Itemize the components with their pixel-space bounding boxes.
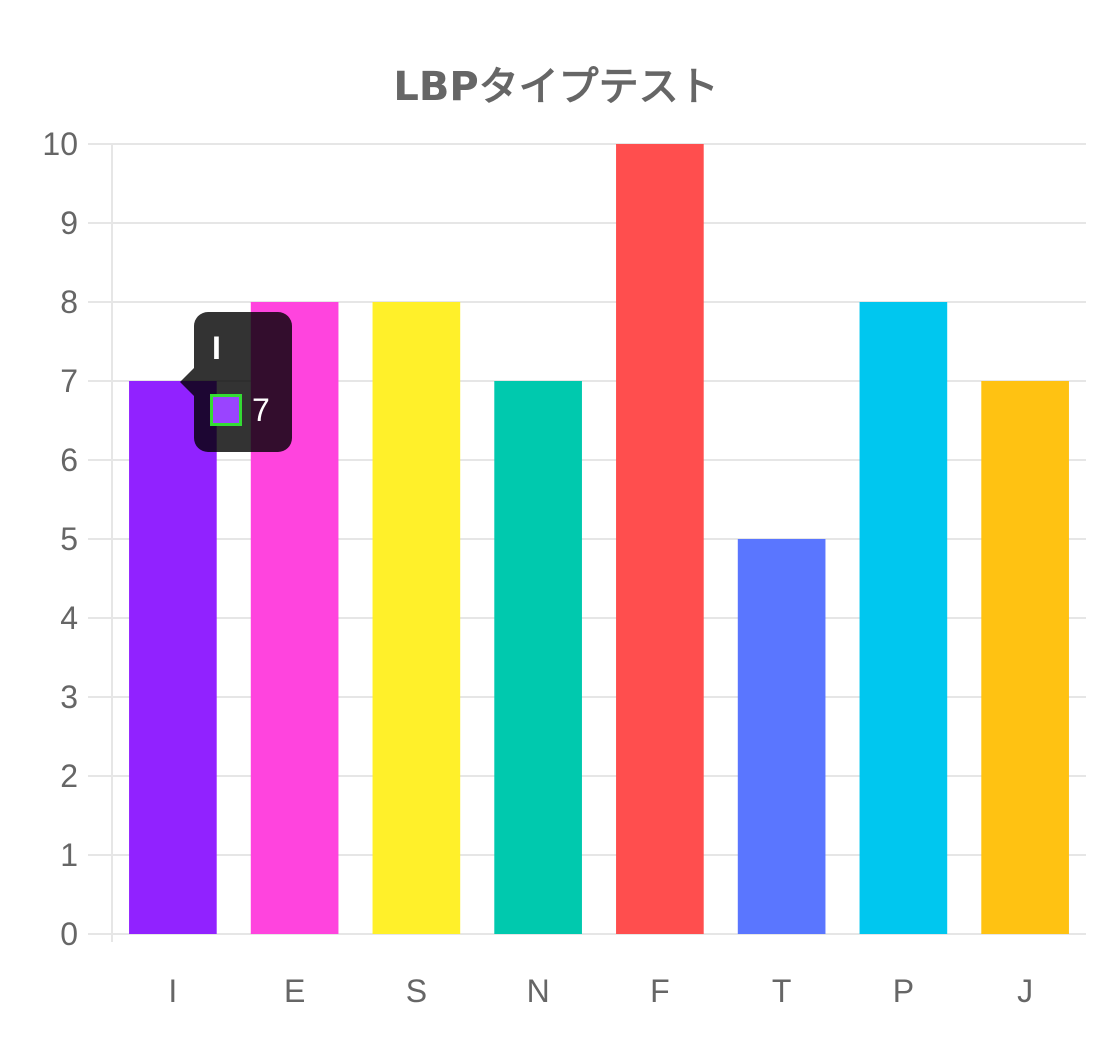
y-tick-label: 6: [60, 442, 78, 478]
tooltip-color-swatch: [210, 394, 242, 426]
y-tick-label: 3: [60, 679, 78, 715]
y-tick-label: 7: [60, 363, 78, 399]
bar-j[interactable]: [981, 381, 1069, 934]
tooltip: I 7: [180, 312, 292, 452]
y-axis-ticks: 0 1 2 3 4 5 6 7 8 9 10: [42, 126, 78, 952]
bar-t[interactable]: [737, 539, 826, 934]
x-tick-label: I: [168, 973, 177, 1009]
x-tick-label: E: [284, 973, 305, 1009]
x-tick-label: J: [1017, 973, 1033, 1009]
x-tick-label: N: [527, 973, 550, 1009]
tooltip-caret: [180, 368, 194, 396]
chart-title: LBPタイプテスト: [393, 64, 718, 110]
bar-i[interactable]: [129, 381, 217, 934]
y-tick-label: 1: [60, 837, 78, 873]
x-tick-label: S: [406, 973, 427, 1009]
y-tick-label: 4: [60, 600, 78, 636]
y-tick-label: 0: [60, 916, 78, 952]
bars: [129, 144, 1069, 934]
y-tick-label: 8: [60, 284, 78, 320]
x-tick-label: F: [650, 973, 670, 1009]
x-tick-label: P: [893, 973, 914, 1009]
y-tick-label: 10: [42, 126, 78, 162]
y-tick-label: 9: [60, 205, 78, 241]
tooltip-title: I: [212, 330, 221, 366]
bar-n[interactable]: [494, 381, 582, 934]
y-tick-label: 5: [60, 521, 78, 557]
bar-p[interactable]: [859, 302, 948, 934]
y-tick-label: 2: [60, 758, 78, 794]
tooltip-value: 7: [252, 392, 270, 428]
x-tick-label: T: [772, 973, 792, 1009]
bar-f[interactable]: [616, 144, 704, 934]
bar-s[interactable]: [372, 302, 461, 934]
